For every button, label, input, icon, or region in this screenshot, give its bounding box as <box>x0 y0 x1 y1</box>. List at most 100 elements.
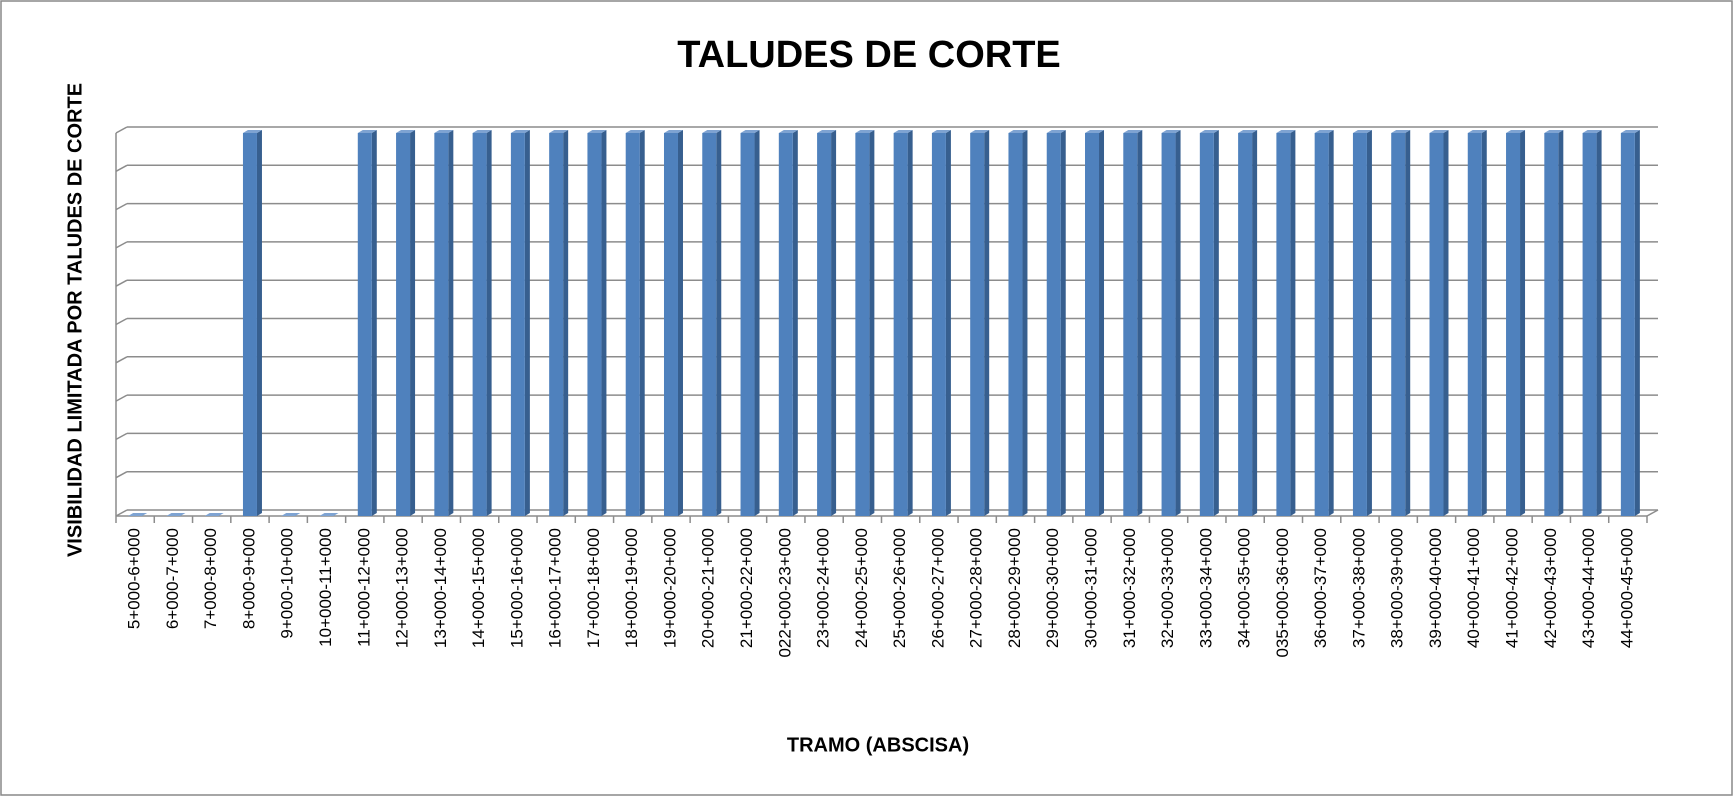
bar <box>472 133 487 516</box>
bar-top <box>242 130 262 133</box>
bar-top <box>1046 130 1066 133</box>
bar <box>1123 133 1138 516</box>
bar-top <box>1391 130 1411 133</box>
bar-side <box>1634 130 1640 516</box>
bar-top <box>1123 130 1143 133</box>
grid-line-side <box>115 432 128 441</box>
bar-side <box>1213 130 1219 516</box>
x-tick-label: 43+000-44+000 <box>1579 528 1598 648</box>
x-tick-label: 25+000-26+000 <box>890 528 909 648</box>
x-tick-label: 11+000-12+000 <box>354 528 373 647</box>
bar <box>1314 133 1329 516</box>
bar-side <box>1175 130 1181 516</box>
bar-top <box>625 130 645 133</box>
x-tick-label: 30+000-31+000 <box>1081 528 1100 648</box>
bar-side <box>1520 130 1526 516</box>
bar-top <box>702 130 722 133</box>
bar-top <box>1008 130 1028 133</box>
bar-side <box>448 130 454 516</box>
bar-top <box>587 130 607 133</box>
x-tick-label: 28+000-29+000 <box>1005 528 1024 648</box>
bar-top <box>166 513 186 516</box>
x-tick-label: 19+000-20+000 <box>660 528 679 648</box>
grid-line-side <box>115 279 128 287</box>
bar-top <box>434 130 454 133</box>
bar <box>587 133 602 516</box>
bar-top <box>1582 130 1602 133</box>
x-tick-label: 8+000-9+000 <box>239 528 258 629</box>
x-tick-label: 20+000-21+000 <box>699 528 718 648</box>
bar-top <box>893 130 913 133</box>
x-tick-label: 10+000-11+000 <box>316 528 335 647</box>
bar-top <box>740 130 760 133</box>
bar-top <box>1199 130 1219 133</box>
bar <box>778 133 793 516</box>
bar-top <box>1238 130 1258 133</box>
bar-top <box>855 130 875 133</box>
bar <box>1085 133 1100 516</box>
bar <box>396 133 411 516</box>
bar <box>1199 133 1214 516</box>
bar-side <box>1366 130 1372 516</box>
bar-top <box>1544 130 1564 133</box>
bar-side <box>984 130 990 516</box>
bar-side <box>716 130 722 516</box>
bar-side <box>1481 130 1487 516</box>
bar <box>740 133 755 516</box>
bar-side <box>869 130 875 516</box>
grid-line-side <box>115 202 128 211</box>
x-tick-label: 27+000-28+000 <box>967 528 986 648</box>
bar-side <box>371 130 377 516</box>
bar-side <box>1022 130 1028 516</box>
bar-side <box>1596 130 1602 516</box>
bar-side <box>410 130 416 516</box>
bar-top <box>281 513 301 516</box>
bar-side <box>907 130 913 516</box>
bar-top <box>1314 130 1334 133</box>
x-tick-label: 37+000-38+000 <box>1349 528 1368 648</box>
bar-side <box>754 130 760 516</box>
x-tick-label: 31+000-32+000 <box>1120 528 1139 648</box>
grid-line-side <box>115 394 128 402</box>
x-axis-side <box>1646 509 1659 517</box>
bar <box>893 133 908 516</box>
x-tick-label: 23+000-24+000 <box>814 528 833 648</box>
bar <box>1467 133 1482 516</box>
bar-top <box>319 513 339 516</box>
x-tick-label: 022+000-23+000 <box>775 528 794 658</box>
bar-top <box>931 130 951 133</box>
bar-side <box>1099 130 1105 516</box>
bar-side <box>1405 130 1411 516</box>
bar <box>510 133 525 516</box>
grid-line-side <box>115 241 128 249</box>
bar-top <box>128 513 148 516</box>
bar <box>970 133 985 516</box>
bar-side <box>1252 130 1258 516</box>
grid-line-side <box>115 317 128 326</box>
x-tick-label: 15+000-16+000 <box>507 528 526 648</box>
x-tick-label: 17+000-18+000 <box>584 528 603 648</box>
bar <box>663 133 678 516</box>
bar <box>1161 133 1176 516</box>
bar-top <box>472 130 492 133</box>
x-tick-label: 13+000-14+000 <box>431 528 450 648</box>
bar-top <box>1620 130 1640 133</box>
bar-top <box>1352 130 1372 133</box>
bar-top <box>1467 130 1487 133</box>
x-axis-title: TRAMO (ABSCISA) <box>787 734 969 756</box>
x-tick-label: 38+000-39+000 <box>1388 528 1407 648</box>
bar <box>1582 133 1597 516</box>
bar-side <box>831 130 837 516</box>
bar <box>702 133 717 516</box>
grid-line-side <box>115 356 128 364</box>
bar <box>1391 133 1406 516</box>
bar <box>1008 133 1023 516</box>
x-tick-label: 24+000-25+000 <box>852 528 871 648</box>
bar-side <box>524 130 530 516</box>
y-axis-title: VISIBILIDAD LIMITADA POR TALUDES DE CORT… <box>64 83 86 557</box>
bar-top <box>204 513 224 516</box>
bar <box>549 133 564 516</box>
x-tick-label: 035+000-36+000 <box>1273 528 1292 658</box>
x-tick-label: 26+000-27+000 <box>928 528 947 648</box>
bar <box>1544 133 1559 516</box>
